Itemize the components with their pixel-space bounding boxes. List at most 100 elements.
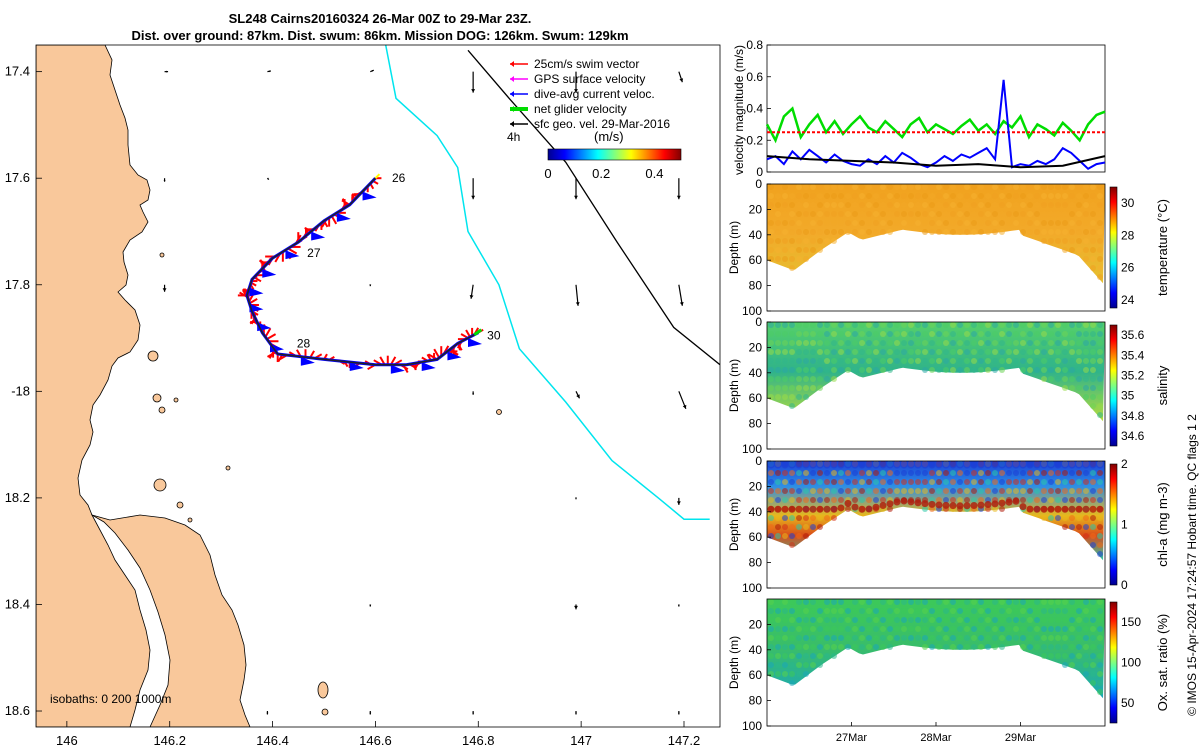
colorbar-tick-label: 0 [544,166,551,181]
map-x-tick-label: 147.2 [668,733,701,748]
map-x-tick-label: 146 [56,733,78,748]
section-colorbar-tick-label: 35 [1121,389,1135,403]
section-y-tick-label: 80 [749,694,763,708]
swim-vector [267,351,277,358]
section-y-tick-label: 0 [755,315,762,329]
map-y-tick-label: 17.4 [5,64,30,79]
section-y-tick-label: 20 [749,202,763,216]
track-start [374,173,381,179]
section-colorbar-tick-label: 0 [1121,578,1128,592]
day-label: 26 [392,171,406,185]
section-y-tick-label: 40 [749,228,763,242]
geo-velocity-arrow [678,391,687,410]
island [152,393,162,403]
section-colorbar-tick-label: 35.2 [1121,368,1145,382]
section-colorbar-tick-label: 24 [1121,293,1135,307]
section-panel: 0 20 40 60 80 100 Depth (m) 24 26 28 30 temperature… [727,177,1170,318]
section-colorbar-tick-label: 35.4 [1121,348,1145,362]
colorbar-tick-label: 0.2 [592,166,610,181]
geo-velocity-arrow [574,178,578,200]
bay-cutout [90,513,171,727]
velocity-axes [766,44,1106,173]
velocity-y-tick-label: 0.8 [746,38,763,52]
map-frame [35,44,721,728]
legend-item: GPS surface velocity [510,72,645,86]
section-colorbar [1109,324,1118,447]
section-y-tick-label: 60 [749,253,763,267]
isobath-label: isobaths: 0 200 1000m [50,692,171,706]
section-y-tick-label: 40 [749,643,763,657]
map-x-tick-label: 146.8 [462,733,495,748]
geo-velocity-arrow [575,497,577,500]
map-y-tick-label: -18 [11,383,30,398]
section-colorbar-label: Ox. sat. ratio (%) [1155,614,1170,712]
legend-item: 25cm/s swim vector [510,57,639,71]
geo-velocity-arrow [677,711,680,715]
geo-velocity-arrow [678,284,684,306]
geo-velocity-arrow [678,71,684,83]
section-panel: 0 20 40 60 80 100 Depth (m) 34.6 34.8 35 35.2 35.4 3… [727,315,1170,456]
section-colorbar-label: salinity [1155,365,1170,405]
figure-title: SL248 Cairns20160324 26-Mar 00Z to 29-Ma… [0,10,760,44]
section-ylabel: Depth (m) [727,498,741,551]
geo-velocity-arrow [574,71,578,93]
geo-velocity-arrow [676,178,681,200]
isobath-200m [384,45,710,520]
section-y-tick-label: 20 [749,479,763,493]
geo-velocity-arrow [370,69,375,73]
swim-vector [433,348,441,359]
island [317,681,329,699]
legend-label: sfc geo. vel. 29-Mar-2016 [534,117,670,131]
current-vector [421,362,436,372]
section-y-tick-label: 0 [755,177,762,191]
velocity-series-line [766,155,1106,169]
day-labels: 26 27 28 30 [297,171,501,350]
island [153,478,167,492]
section-colorbar-tick-label: 30 [1121,196,1135,210]
legend-item: net glider velocity [510,102,627,116]
geo-velocity-arrow [267,70,272,73]
current-vector [311,231,326,241]
swim-vector [264,327,272,338]
australia-land [36,45,251,727]
map-x-ticks: 146 146.2 146.4 146.6 146.8 147 147.2 [56,721,700,748]
map-y-tick-label: 18.4 [5,596,30,611]
island [158,406,166,414]
map-x-tick-label: 146.2 [153,733,186,748]
section-y-tick-label: 60 [749,530,763,544]
section-ylabel: Depth (m) [727,221,741,274]
current-vector [447,351,462,361]
map-x-tick-label: 147 [570,733,592,748]
island [147,350,159,362]
section-panel: 20 40 60 80 100 Depth (m) 50 100 150 Ox. sat. rat… [727,598,1170,744]
island [225,465,231,471]
geo-velocity-arrow [676,497,681,505]
island [496,409,502,415]
map-y-tick-label: 18.2 [5,490,30,505]
geo-velocity-arrow [471,178,476,200]
section-colorbar-label: chl-a (mg m-3) [1155,482,1170,567]
island [176,501,184,509]
section-field [767,322,1105,422]
track-line [246,177,479,366]
velocity-y-tick-label: 0.2 [746,133,763,147]
current-vector [468,338,482,348]
section-colorbar-tick-label: 34.8 [1121,409,1145,423]
section-y-tick-label: 100 [742,442,762,456]
geo-velocity-arrow [469,284,474,299]
velocity-panel: 0 0.2 0.4 0.6 0.8 velocity magnitude (m/s) [732,38,1106,179]
legend-interval-label: 4h [507,130,520,144]
current-vector [349,362,364,372]
section-colorbar-tick-label: 28 [1121,228,1135,242]
geostrophic-vectors [162,69,687,715]
island [321,708,329,716]
section-colorbar-tick-label: 35.6 [1121,328,1145,342]
current-vector [249,287,264,297]
map-y-tick-label: 18.6 [5,703,30,718]
section-x-tick-label: 27Mar [836,732,868,744]
current-vector [362,191,377,201]
geo-velocity-arrow [163,178,166,182]
map-panel: 146 146.2 146.4 146.6 146.8 147 147.2 17.4 17.6… [5,44,721,748]
